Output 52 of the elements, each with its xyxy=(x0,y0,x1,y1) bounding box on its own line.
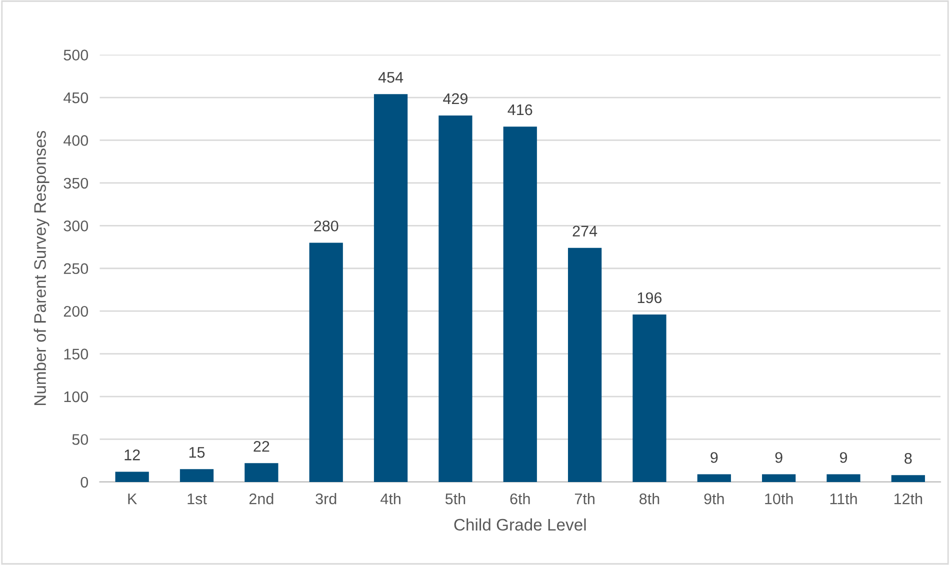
data-label: 280 xyxy=(314,220,338,232)
y-tick-label: 200 xyxy=(64,306,88,317)
x-tick-label: K xyxy=(128,494,138,504)
data-label: 416 xyxy=(508,104,532,116)
bar xyxy=(309,242,343,482)
x-tick-label: 7th xyxy=(574,493,594,504)
x-tick-label: 9th xyxy=(704,493,724,504)
y-tick-label: 350 xyxy=(64,178,88,189)
x-tick-label: 10th xyxy=(765,493,793,504)
bar xyxy=(244,463,278,482)
bar xyxy=(762,474,796,482)
bar xyxy=(568,248,602,482)
x-tick-label: 2nd xyxy=(249,493,274,504)
bar xyxy=(438,115,472,482)
y-tick-label: 50 xyxy=(72,434,88,445)
data-label: 15 xyxy=(189,447,205,458)
bar xyxy=(891,475,925,482)
data-label: 12 xyxy=(124,450,140,460)
data-label: 274 xyxy=(572,226,598,236)
bar xyxy=(180,469,214,482)
data-label: 9 xyxy=(710,452,718,463)
y-axis-title: Number of Parent Survey Responses xyxy=(34,130,50,406)
data-label: 9 xyxy=(775,452,782,463)
x-tick-label: 5th xyxy=(445,493,466,504)
x-tick-label: 6th xyxy=(510,493,530,504)
x-axis-title: Child Grade Level xyxy=(454,518,586,531)
bar xyxy=(697,474,731,482)
x-tick-label: 1st xyxy=(188,494,207,504)
x-tick-label: 11th xyxy=(830,493,857,504)
data-label: 196 xyxy=(638,292,662,304)
data-label: 8 xyxy=(904,452,912,464)
bar xyxy=(826,474,860,482)
bar xyxy=(503,126,537,482)
data-label: 454 xyxy=(378,72,404,83)
y-tick-label: 500 xyxy=(64,50,88,60)
bar xyxy=(115,472,149,482)
y-tick-label: 100 xyxy=(64,391,88,402)
y-tick-label: 150 xyxy=(64,348,88,360)
x-tick-label: 8th xyxy=(640,493,660,504)
x-tick-label: 3rd xyxy=(316,493,336,504)
data-label: 22 xyxy=(254,440,270,452)
y-tick-label: 400 xyxy=(64,135,88,146)
data-label: 9 xyxy=(840,452,848,463)
data-label: 429 xyxy=(443,93,468,104)
x-tick-label: 12th xyxy=(894,493,922,504)
y-tick-label: 300 xyxy=(64,220,88,232)
y-tick-label: 450 xyxy=(64,92,88,104)
bar xyxy=(374,94,408,482)
y-tick-label: 250 xyxy=(64,263,88,274)
x-tick-label: 4th xyxy=(380,493,400,504)
bar xyxy=(632,314,666,482)
y-tick-label: 0 xyxy=(80,476,88,488)
